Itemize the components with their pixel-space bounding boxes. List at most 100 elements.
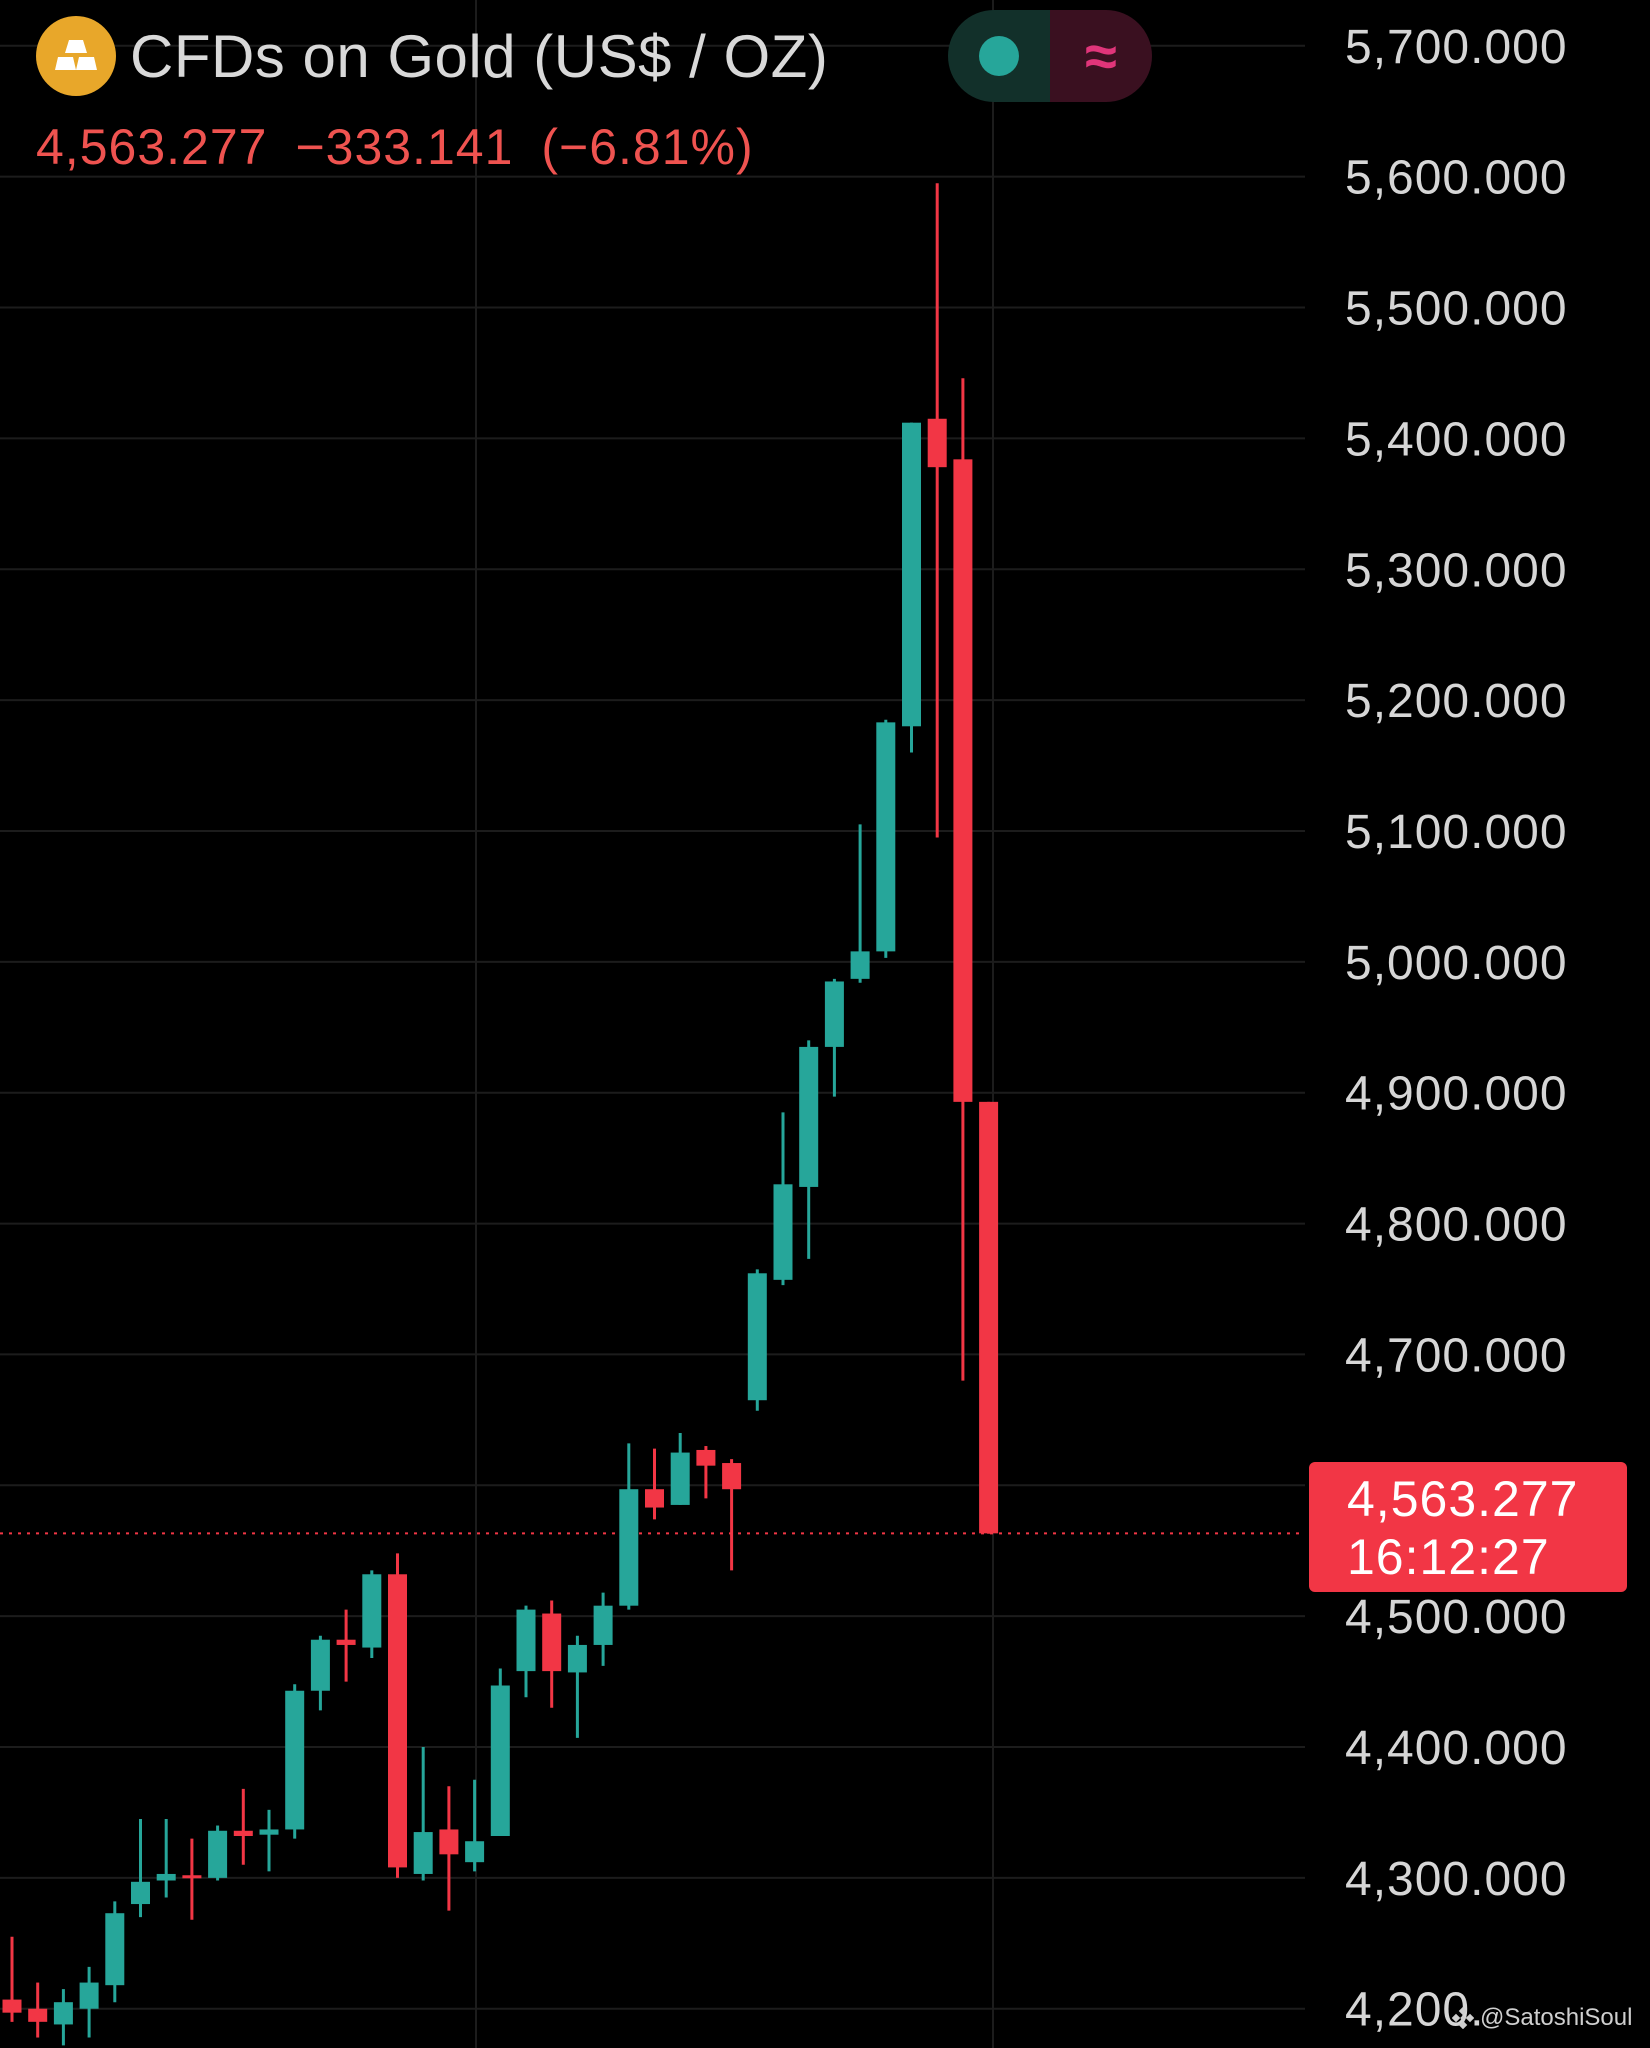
candle[interactable] bbox=[465, 1779, 485, 1872]
watermark-text: @SatoshiSoul bbox=[1480, 2004, 1633, 2031]
y-tick-label: 5,400.000 bbox=[1345, 413, 1568, 466]
current-price-label: 4,563.277 bbox=[1347, 1471, 1579, 1527]
candle[interactable] bbox=[2, 1936, 22, 2022]
candle-body bbox=[28, 2008, 48, 2022]
candle[interactable] bbox=[156, 1818, 176, 1898]
candle[interactable] bbox=[336, 1609, 356, 1682]
candle-body bbox=[310, 1639, 330, 1691]
candle-body bbox=[619, 1489, 639, 1606]
y-tick-label: 5,000.000 bbox=[1345, 937, 1568, 990]
candle-body bbox=[490, 1685, 510, 1837]
candle-body bbox=[208, 1830, 228, 1878]
candle[interactable] bbox=[902, 422, 921, 753]
candle[interactable] bbox=[953, 378, 973, 1381]
candle-body bbox=[927, 418, 947, 468]
candle-body bbox=[902, 422, 921, 727]
candle[interactable] bbox=[388, 1553, 407, 1878]
candle-body bbox=[979, 1101, 999, 1534]
candle-body bbox=[516, 1609, 536, 1672]
y-tick-label: 4,300.000 bbox=[1345, 1853, 1568, 1906]
candle-body bbox=[388, 1574, 407, 1868]
indicator-toggle[interactable]: ≈ bbox=[948, 10, 1152, 102]
candle[interactable] bbox=[824, 978, 844, 1097]
candle-body bbox=[824, 981, 844, 1047]
candle[interactable] bbox=[53, 1989, 73, 2046]
candle[interactable] bbox=[285, 1684, 305, 1839]
candle[interactable] bbox=[927, 183, 947, 838]
candle[interactable] bbox=[696, 1446, 716, 1499]
current-price-tag: 4,563.277 16:12:27 bbox=[1309, 1462, 1627, 1592]
candle-body bbox=[773, 1184, 793, 1280]
candle-body bbox=[645, 1489, 664, 1508]
candle-body bbox=[413, 1832, 433, 1874]
y-tick-label: 4,500.000 bbox=[1345, 1591, 1568, 1644]
candle-body bbox=[567, 1644, 587, 1673]
candle[interactable] bbox=[182, 1838, 202, 1920]
candle[interactable] bbox=[233, 1788, 253, 1865]
candle-body bbox=[747, 1273, 767, 1401]
candle-body bbox=[53, 2002, 73, 2025]
y-tick-label: 4,800.000 bbox=[1345, 1199, 1568, 1252]
candle[interactable] bbox=[979, 1101, 999, 1534]
candle-body bbox=[722, 1463, 742, 1490]
candle[interactable] bbox=[310, 1635, 330, 1711]
market-open-dot-icon bbox=[979, 36, 1019, 76]
price-change-percent: (−6.81%) bbox=[541, 119, 754, 175]
binance-logo-icon bbox=[1452, 2007, 1474, 2029]
candle-body bbox=[233, 1830, 253, 1837]
y-tick-label: 5,300.000 bbox=[1345, 544, 1568, 597]
last-price: 4,563.277 bbox=[36, 119, 268, 175]
candle-body bbox=[953, 459, 973, 1102]
candle-body bbox=[2, 1999, 22, 2013]
candle-body bbox=[542, 1613, 562, 1672]
candle[interactable] bbox=[670, 1432, 690, 1505]
candle[interactable] bbox=[850, 824, 870, 983]
y-tick-label: 5,700.000 bbox=[1345, 21, 1568, 74]
candle-body bbox=[156, 1873, 176, 1881]
candle[interactable] bbox=[567, 1635, 587, 1738]
watermark: @SatoshiSoul bbox=[1452, 2004, 1632, 2032]
candle[interactable] bbox=[131, 1818, 150, 1918]
candle-body bbox=[259, 1829, 279, 1835]
chart-header: CFDs on Gold (US$ / OZ) bbox=[36, 14, 828, 98]
y-tick-label: 4,900.000 bbox=[1345, 1068, 1568, 1121]
candle[interactable] bbox=[362, 1570, 382, 1659]
candle-body bbox=[439, 1829, 459, 1855]
symbol-title[interactable]: CFDs on Gold (US$ / OZ) bbox=[130, 22, 829, 90]
market-status-button[interactable] bbox=[948, 10, 1050, 102]
candle[interactable] bbox=[542, 1600, 562, 1708]
candle-body bbox=[670, 1452, 690, 1505]
candle[interactable] bbox=[747, 1269, 767, 1411]
candle-body bbox=[79, 1982, 99, 2009]
wave-icon: ≈ bbox=[1085, 23, 1117, 89]
y-tick-label: 5,100.000 bbox=[1345, 806, 1568, 859]
candle[interactable] bbox=[876, 719, 896, 958]
candle[interactable] bbox=[259, 1809, 279, 1872]
candle[interactable] bbox=[105, 1901, 125, 2003]
y-tick-label: 4,400.000 bbox=[1345, 1722, 1568, 1775]
candle[interactable] bbox=[773, 1112, 793, 1286]
candle[interactable] bbox=[439, 1786, 459, 1911]
candle[interactable] bbox=[619, 1443, 639, 1610]
candle[interactable] bbox=[722, 1459, 742, 1571]
candle[interactable] bbox=[79, 1966, 99, 2038]
candle[interactable] bbox=[799, 1040, 819, 1259]
candle-body bbox=[876, 722, 896, 952]
candles bbox=[2, 183, 999, 2046]
candle[interactable] bbox=[645, 1448, 664, 1520]
candle[interactable] bbox=[593, 1592, 613, 1666]
candle[interactable] bbox=[413, 1747, 433, 1881]
bar-countdown: 16:12:27 bbox=[1347, 1529, 1550, 1585]
candle-body bbox=[105, 1913, 125, 1986]
price-axis: 5,700.000 5,600.000 5,500.000 5,400.000 5,30… bbox=[1345, 21, 1568, 2037]
y-tick-label: 5,600.000 bbox=[1345, 152, 1568, 205]
candle[interactable] bbox=[516, 1605, 536, 1698]
candle[interactable] bbox=[490, 1668, 510, 1837]
gold-bars-icon bbox=[36, 16, 116, 96]
candle-body bbox=[850, 951, 870, 979]
indicator-button[interactable]: ≈ bbox=[1050, 10, 1152, 102]
candle[interactable] bbox=[208, 1825, 228, 1881]
candle[interactable] bbox=[28, 1982, 48, 2038]
